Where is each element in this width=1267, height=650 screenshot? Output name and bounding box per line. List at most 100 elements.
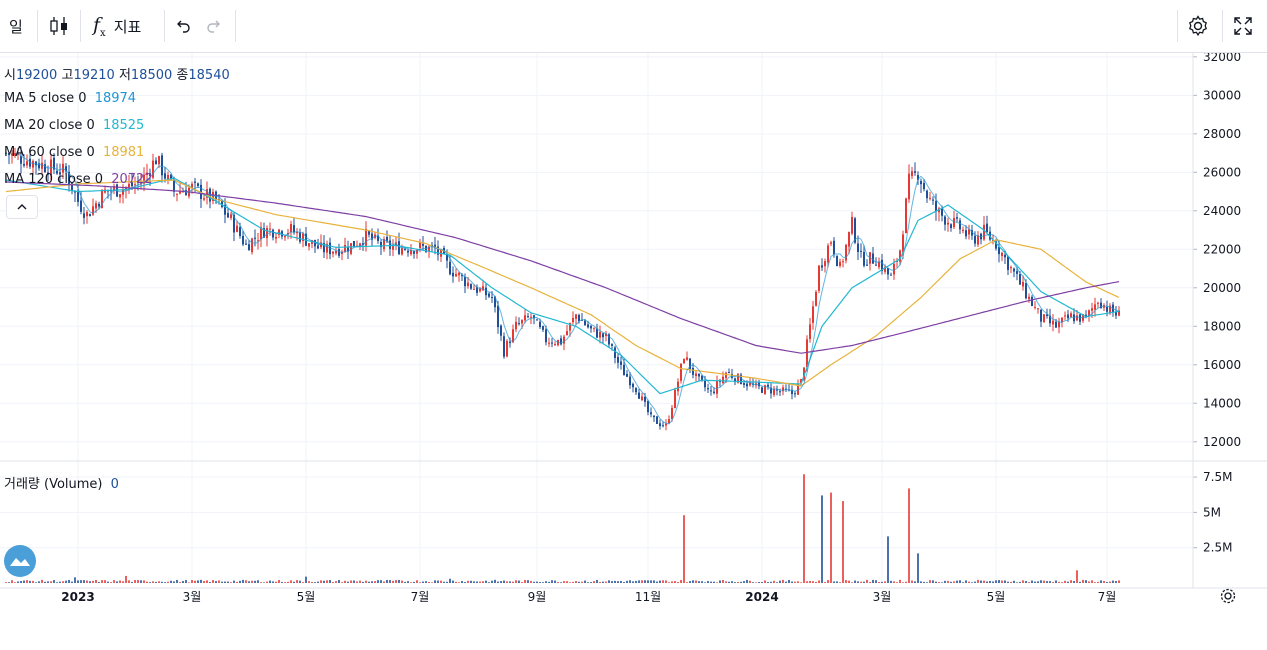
ma5-legend[interactable]: MA 5 close 0 18974 xyxy=(4,91,136,106)
volume-bar xyxy=(794,581,796,583)
volume-bar xyxy=(80,580,82,583)
volume-bar xyxy=(1073,581,1075,583)
volume-bar xyxy=(872,579,874,583)
candle xyxy=(1001,251,1003,262)
volume-bar xyxy=(518,580,520,583)
volume-bar xyxy=(272,581,274,583)
candle xyxy=(554,341,556,347)
volume-legend[interactable]: 거래량 (Volume) 0 xyxy=(4,473,119,492)
volume-bar xyxy=(1001,580,1003,583)
volume-bar xyxy=(665,580,667,583)
candle-body xyxy=(767,384,769,387)
candle-body xyxy=(1088,310,1090,317)
candle-body xyxy=(1091,308,1093,311)
candle xyxy=(902,230,904,260)
candle xyxy=(920,178,922,193)
candle xyxy=(494,295,496,313)
volume-bar xyxy=(881,581,883,583)
ma20-legend[interactable]: MA 20 close 0 18525 xyxy=(4,118,144,133)
candle xyxy=(812,300,814,330)
candle xyxy=(923,178,925,192)
candle xyxy=(230,212,232,221)
volume-bar xyxy=(14,582,16,583)
volume-bar xyxy=(497,581,499,583)
candle-body xyxy=(833,240,835,255)
volume-bar xyxy=(926,582,928,583)
candle-body xyxy=(23,164,25,166)
candle xyxy=(806,335,808,372)
volume-bar xyxy=(50,581,52,583)
volume-bar xyxy=(854,580,856,583)
candle-body xyxy=(923,183,925,190)
candle xyxy=(869,252,871,271)
candle-body xyxy=(737,373,739,383)
indicators-button[interactable]: fx 지표 xyxy=(93,0,141,52)
settings-icon[interactable] xyxy=(1186,0,1210,52)
candle-body xyxy=(746,383,748,387)
candle xyxy=(815,290,817,307)
volume-bar xyxy=(218,580,220,583)
volume-bar xyxy=(1109,581,1111,583)
candle-body xyxy=(734,378,736,383)
volume-bar xyxy=(398,579,400,583)
volume-bar xyxy=(473,581,475,583)
volume-bar xyxy=(56,582,58,583)
price-tick-label: 30000 xyxy=(1203,88,1241,102)
candle xyxy=(599,325,601,344)
volume-bar xyxy=(245,580,247,583)
candle-body xyxy=(260,227,262,240)
ma60-legend[interactable]: MA 60 close 0 18981 xyxy=(4,145,144,160)
candles-icon[interactable] xyxy=(48,0,70,52)
price-chart[interactable]: 12000 14000 16000 18000 20000 22000 24000 26000… xyxy=(0,53,1267,650)
candle-body xyxy=(1058,321,1060,328)
volume-bar xyxy=(998,580,1000,583)
candle-body xyxy=(656,416,658,424)
volume-bar xyxy=(65,580,67,583)
candle-body xyxy=(1115,311,1117,316)
volume-tick-label: 5M xyxy=(1203,505,1221,519)
candle xyxy=(695,370,697,382)
logo-icon[interactable] xyxy=(4,545,36,577)
ma60-value: 18981 xyxy=(102,145,145,160)
candle-body xyxy=(446,254,448,261)
ma120-legend[interactable]: MA 120 close 0 20722 xyxy=(4,172,153,187)
volume-bar xyxy=(188,582,190,583)
candle-body xyxy=(863,251,865,266)
volume-bar xyxy=(158,581,160,583)
candle-body xyxy=(1010,266,1012,269)
volume-bar xyxy=(914,581,916,583)
candle xyxy=(860,243,862,258)
candle-body xyxy=(620,361,622,365)
candle xyxy=(1022,275,1024,291)
candle-body xyxy=(359,243,361,246)
volume-bar xyxy=(539,582,541,583)
candle-body xyxy=(653,415,655,418)
redo-icon[interactable] xyxy=(205,0,223,52)
volume-bar xyxy=(860,581,862,583)
candle xyxy=(212,188,214,205)
volume-bar xyxy=(983,580,985,583)
collapse-legend-button[interactable] xyxy=(6,195,38,219)
price-tick-label: 12000 xyxy=(1203,435,1241,449)
candle xyxy=(272,228,274,241)
candle-body xyxy=(68,171,70,185)
volume-bar xyxy=(269,580,271,583)
volume-bar xyxy=(521,582,523,583)
candle xyxy=(497,300,499,334)
volume-bar xyxy=(185,579,187,583)
candle xyxy=(572,311,574,325)
volume-bar xyxy=(368,581,370,583)
volume-bar xyxy=(242,579,244,583)
candle-body xyxy=(389,240,391,249)
candle-body xyxy=(302,233,304,242)
volume-bar xyxy=(704,582,706,583)
interval-button[interactable]: 일 xyxy=(9,0,23,52)
volume-bar xyxy=(266,581,268,583)
undo-icon[interactable] xyxy=(174,0,192,52)
fullscreen-icon[interactable] xyxy=(1232,0,1254,52)
candle xyxy=(68,165,70,192)
candle-body xyxy=(515,321,517,330)
candle xyxy=(308,243,310,251)
candle xyxy=(362,237,364,251)
candle xyxy=(347,240,349,260)
